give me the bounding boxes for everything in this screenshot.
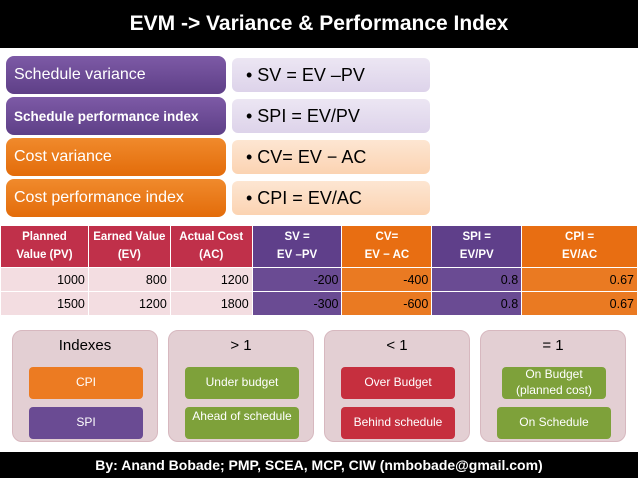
chip-spi: SPI xyxy=(29,407,143,439)
chip-under-budget: Under budget xyxy=(185,367,299,399)
table-row: 1000 800 1200 -200 -400 0.8 0.67 xyxy=(0,267,638,292)
label-schedule-performance-index: Schedule performance index xyxy=(6,97,226,135)
cell-sv: -300 xyxy=(251,291,343,316)
panel-head-lt1: < 1 xyxy=(386,337,408,354)
formula-sv: • SV = EV –PV xyxy=(232,58,430,92)
cell-cpi: 0.67 xyxy=(521,267,638,292)
header-cv: CV= EV − AC xyxy=(341,225,433,268)
cell-cpi: 0.67 xyxy=(521,291,638,316)
table-header-row: Planned Value (PV) Earned Value (EV) Actua… xyxy=(0,225,638,268)
chip-on-schedule: On Schedule xyxy=(497,407,611,439)
header-sv: SV = EV –PV xyxy=(251,225,343,268)
cell-spi: 0.8 xyxy=(431,267,523,292)
label-cost-variance: Cost variance xyxy=(6,138,226,176)
formula-row-cv: Cost variance • CV= EV − AC xyxy=(6,138,430,176)
cell-ac: 1200 xyxy=(169,267,253,292)
header-cpi: CPI = EV/AC xyxy=(521,225,638,268)
header-ev: Earned Value (EV) xyxy=(87,225,171,268)
chip-on-budget: On Budget (planned cost) xyxy=(502,367,606,399)
panel-greater-than-one: > 1 Under budget Ahead of schedule xyxy=(168,330,314,442)
cell-ac: 1800 xyxy=(169,291,253,316)
chip-cpi: CPI xyxy=(29,367,143,399)
formula-row-cpi: Cost performance index • CPI = EV/AC xyxy=(6,179,430,217)
panel-head-indexes: Indexes xyxy=(58,337,112,354)
cell-spi: 0.8 xyxy=(431,291,523,316)
panel-less-than-one: < 1 Over Budget Behind schedule xyxy=(324,330,470,442)
cell-pv: 1000 xyxy=(0,267,89,292)
cell-cv: -600 xyxy=(341,291,433,316)
cell-ev: 800 xyxy=(87,267,171,292)
panel-indexes: Indexes CPI SPI xyxy=(12,330,158,442)
chip-ahead-of-schedule: Ahead of schedule xyxy=(185,407,299,439)
panel-head-eq1: = 1 xyxy=(542,337,564,354)
chip-over-budget: Over Budget xyxy=(341,367,455,399)
chip-behind-schedule: Behind schedule xyxy=(341,407,455,439)
cell-pv: 1500 xyxy=(0,291,89,316)
formula-cv: • CV= EV − AC xyxy=(232,140,430,174)
panel-head-gt1: > 1 xyxy=(230,337,252,354)
table-row: 1500 1200 1800 -300 -600 0.8 0.67 xyxy=(0,291,638,316)
cell-cv: -400 xyxy=(341,267,433,292)
formula-row-sv: Schedule variance • SV = EV –PV xyxy=(6,56,430,94)
formula-spi: • SPI = EV/PV xyxy=(232,99,430,133)
panel-equal-one: = 1 On Budget (planned cost) On Schedule xyxy=(480,330,626,442)
label-cost-performance-index: Cost performance index xyxy=(6,179,226,217)
header-ac: Actual Cost (AC) xyxy=(169,225,253,268)
label-schedule-variance: Schedule variance xyxy=(6,56,226,94)
formula-cpi: • CPI = EV/AC xyxy=(232,181,430,215)
slide-title: EVM -> Variance & Performance Index xyxy=(0,0,638,48)
cell-ev: 1200 xyxy=(87,291,171,316)
footer-credit: By: Anand Bobade; PMP, SCEA, MCP, CIW (n… xyxy=(0,452,638,478)
evm-table: Planned Value (PV) Earned Value (EV) Actua… xyxy=(0,225,638,316)
formula-row-spi: Schedule performance index • SPI = EV/PV xyxy=(6,97,430,135)
header-pv: Planned Value (PV) xyxy=(0,225,89,268)
header-spi: SPI = EV/PV xyxy=(431,225,523,268)
cell-sv: -200 xyxy=(251,267,343,292)
